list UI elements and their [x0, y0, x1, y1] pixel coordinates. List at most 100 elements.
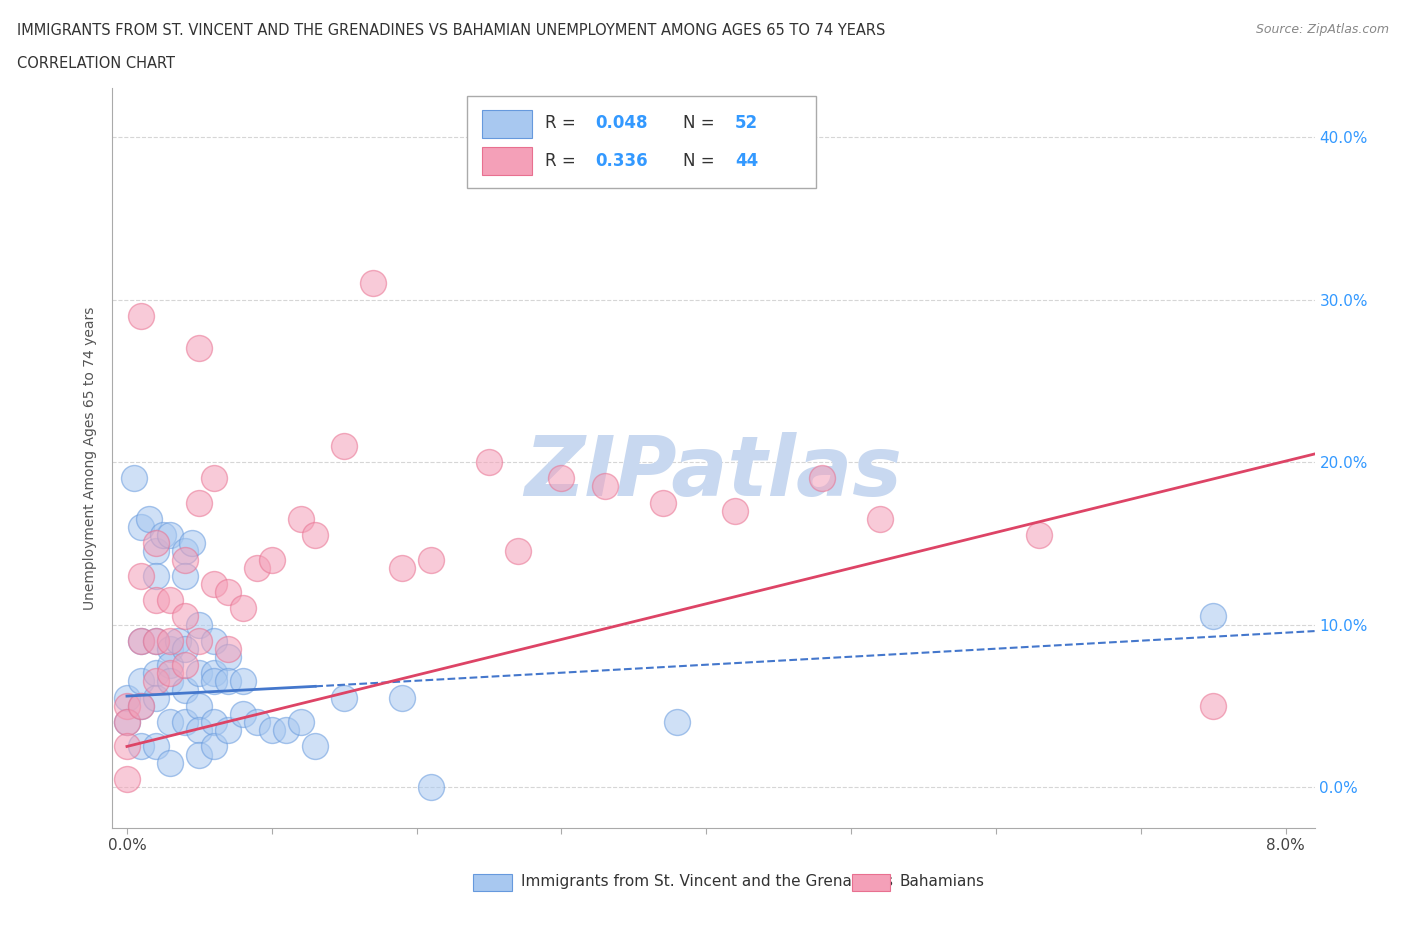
- Point: [420, 552, 443, 567]
- Text: R =: R =: [546, 152, 581, 170]
- Point: [131, 633, 153, 648]
- Point: [202, 633, 225, 648]
- FancyBboxPatch shape: [481, 147, 531, 175]
- Y-axis label: Unemployment Among Ages 65 to 74 years: Unemployment Among Ages 65 to 74 years: [83, 306, 97, 610]
- Point: [159, 633, 181, 648]
- Point: [174, 714, 197, 729]
- Point: [217, 723, 239, 737]
- Point: [159, 714, 181, 729]
- Point: [145, 674, 167, 689]
- Point: [333, 690, 356, 705]
- Point: [174, 552, 197, 567]
- Text: 0.336: 0.336: [596, 152, 648, 170]
- Point: [145, 666, 167, 681]
- Point: [115, 714, 138, 729]
- Point: [131, 698, 153, 713]
- FancyBboxPatch shape: [472, 874, 512, 891]
- Point: [304, 527, 326, 542]
- Point: [506, 544, 529, 559]
- Point: [202, 577, 225, 591]
- Point: [1202, 609, 1225, 624]
- Point: [145, 633, 167, 648]
- Point: [188, 341, 211, 356]
- Point: [217, 585, 239, 600]
- Point: [869, 512, 891, 526]
- Point: [138, 512, 160, 526]
- Point: [145, 592, 167, 607]
- Point: [724, 503, 747, 518]
- Text: Source: ZipAtlas.com: Source: ZipAtlas.com: [1256, 23, 1389, 36]
- Point: [174, 658, 197, 672]
- Point: [202, 714, 225, 729]
- Text: 0.048: 0.048: [596, 114, 648, 132]
- Point: [232, 674, 254, 689]
- Point: [115, 772, 138, 787]
- Text: ZIPatlas: ZIPatlas: [524, 432, 903, 513]
- Point: [391, 560, 413, 575]
- Point: [174, 544, 197, 559]
- Point: [122, 471, 145, 485]
- Point: [202, 739, 225, 754]
- Point: [290, 714, 312, 729]
- Text: 52: 52: [735, 114, 758, 132]
- Point: [260, 552, 283, 567]
- FancyBboxPatch shape: [467, 96, 815, 188]
- Point: [188, 666, 211, 681]
- Point: [391, 690, 413, 705]
- Point: [131, 309, 153, 324]
- Point: [115, 739, 138, 754]
- Point: [131, 633, 153, 648]
- Point: [131, 520, 153, 535]
- Point: [115, 690, 138, 705]
- Point: [290, 512, 312, 526]
- Point: [145, 690, 167, 705]
- Point: [131, 568, 153, 583]
- Point: [361, 276, 384, 291]
- Point: [131, 674, 153, 689]
- Point: [159, 666, 181, 681]
- Text: 44: 44: [735, 152, 758, 170]
- Text: IMMIGRANTS FROM ST. VINCENT AND THE GRENADINES VS BAHAMIAN UNEMPLOYMENT AMONG AG: IMMIGRANTS FROM ST. VINCENT AND THE GREN…: [17, 23, 886, 38]
- Point: [202, 666, 225, 681]
- FancyBboxPatch shape: [852, 874, 890, 891]
- Point: [159, 642, 181, 657]
- Text: N =: N =: [683, 152, 720, 170]
- Point: [188, 618, 211, 632]
- Point: [166, 633, 188, 648]
- Point: [550, 471, 572, 485]
- Point: [159, 592, 181, 607]
- Point: [202, 674, 225, 689]
- Point: [188, 496, 211, 511]
- Point: [174, 568, 197, 583]
- Point: [217, 674, 239, 689]
- Point: [260, 723, 283, 737]
- Point: [174, 682, 197, 697]
- Text: N =: N =: [683, 114, 720, 132]
- Point: [159, 674, 181, 689]
- Point: [420, 779, 443, 794]
- Point: [232, 601, 254, 616]
- Point: [478, 455, 501, 470]
- Point: [333, 438, 356, 453]
- Point: [246, 714, 269, 729]
- Point: [304, 739, 326, 754]
- Point: [145, 633, 167, 648]
- Text: R =: R =: [546, 114, 581, 132]
- Point: [152, 527, 174, 542]
- Point: [181, 536, 204, 551]
- Point: [145, 568, 167, 583]
- Point: [115, 714, 138, 729]
- Point: [188, 747, 211, 762]
- Point: [174, 609, 197, 624]
- Point: [666, 714, 689, 729]
- Point: [188, 723, 211, 737]
- Point: [145, 739, 167, 754]
- Point: [159, 755, 181, 770]
- Point: [131, 698, 153, 713]
- Point: [593, 479, 616, 494]
- Point: [811, 471, 834, 485]
- FancyBboxPatch shape: [481, 110, 531, 138]
- Point: [217, 650, 239, 665]
- Point: [159, 658, 181, 672]
- Point: [145, 536, 167, 551]
